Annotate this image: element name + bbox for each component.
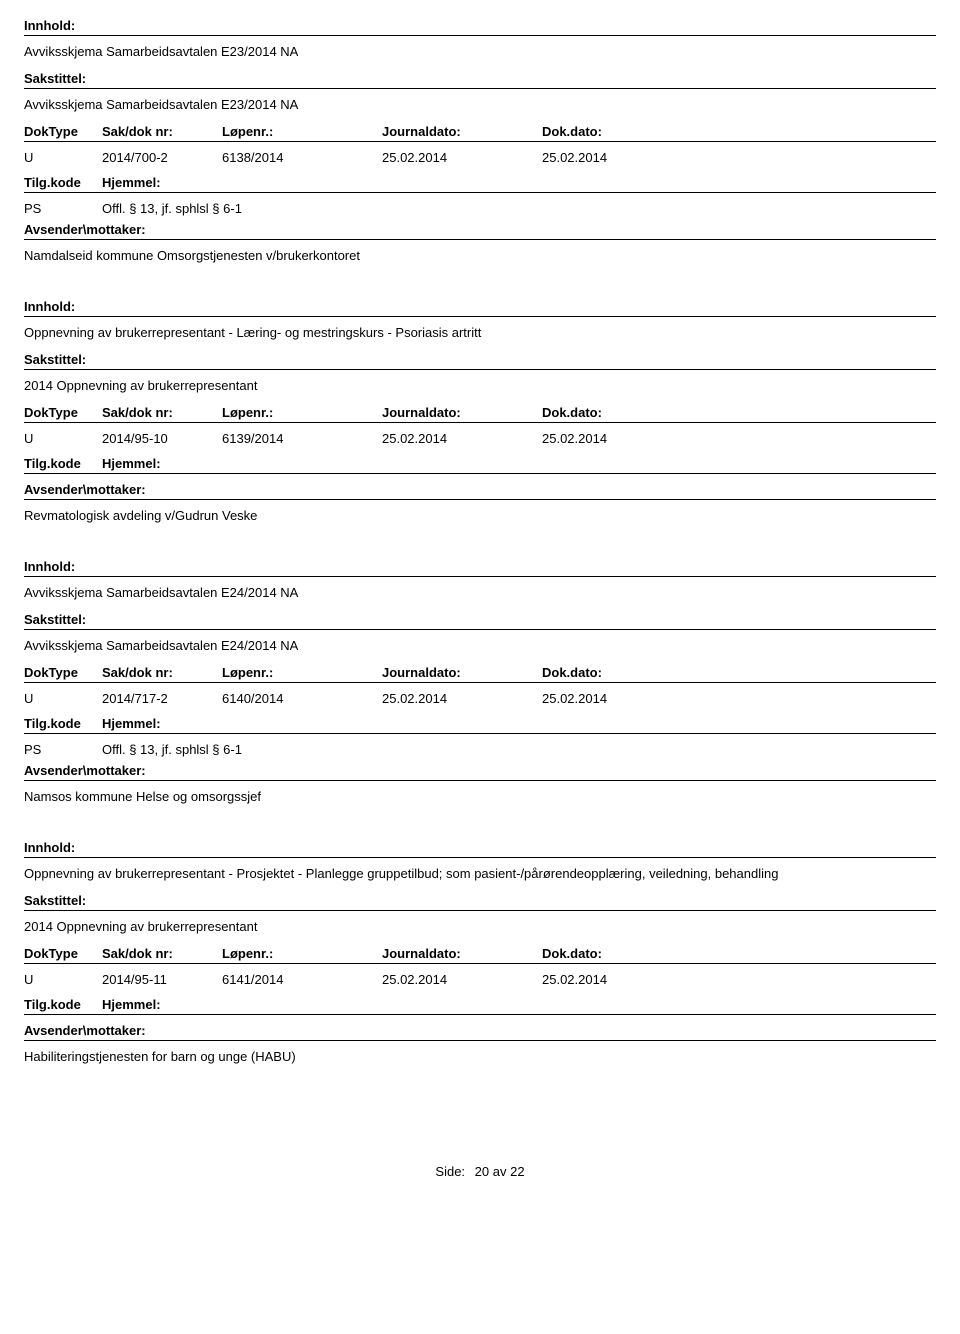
tilg-header: Tilg.kodeHjemmel: <box>24 997 936 1015</box>
avsender-label: Avsender\mottaker: <box>24 222 936 240</box>
columns-data: U2014/95-106139/201425.02.201425.02.2014 <box>24 431 936 446</box>
journal-record: Innhold: Avviksskjema Samarbeidsavtalen E… <box>24 559 936 804</box>
dokdato-value: 25.02.2014 <box>542 691 702 706</box>
innhold-value: Oppnevning av brukerrepresentant - Prosj… <box>24 866 936 883</box>
columns-header: DokTypeSak/dok nr:Løpenr.:Journaldato:Do… <box>24 405 936 423</box>
footer-side-label: Side: <box>435 1164 465 1179</box>
journal-record: Innhold: Oppnevning av brukerrepresentant… <box>24 840 936 1064</box>
hjemmel-label: Hjemmel: <box>102 716 161 731</box>
hjemmel-label: Hjemmel: <box>102 175 161 190</box>
tilg-header: Tilg.kodeHjemmel: <box>24 716 936 734</box>
innhold-label: Innhold: <box>24 299 936 317</box>
avsender-value: Revmatologisk avdeling v/Gudrun Veske <box>24 508 936 523</box>
col-lopenr-label: Løpenr.: <box>222 124 382 139</box>
dokdato-value: 25.02.2014 <box>542 431 702 446</box>
doktype-value: U <box>24 150 102 165</box>
lopenr-value: 6138/2014 <box>222 150 382 165</box>
page-footer: Side: 20 av 22 <box>24 1164 936 1179</box>
sakdok-value: 2014/700-2 <box>102 150 222 165</box>
journal-record: Innhold: Avviksskjema Samarbeidsavtalen E… <box>24 18 936 263</box>
columns-header: DokTypeSak/dok nr:Løpenr.:Journaldato:Do… <box>24 124 936 142</box>
sakdok-value: 2014/95-10 <box>102 431 222 446</box>
innhold-label: Innhold: <box>24 840 936 858</box>
col-sakdok-label: Sak/dok nr: <box>102 405 222 420</box>
footer-av: av <box>493 1164 507 1179</box>
hjemmel-text: Offl. § 13, jf. sphlsl § 6-1 <box>102 201 242 216</box>
columns-header: DokTypeSak/dok nr:Løpenr.:Journaldato:Do… <box>24 665 936 683</box>
col-dokdato-label: Dok.dato: <box>542 946 702 961</box>
sakstittel-value: 2014 Oppnevning av brukerrepresentant <box>24 378 936 395</box>
tilgkode-code: PS <box>24 201 102 216</box>
columns-header: DokTypeSak/dok nr:Løpenr.:Journaldato:Do… <box>24 946 936 964</box>
col-doktype-label: DokType <box>24 124 102 139</box>
doktype-value: U <box>24 431 102 446</box>
columns-data: U2014/95-116141/201425.02.201425.02.2014 <box>24 972 936 987</box>
sakstittel-value: 2014 Oppnevning av brukerrepresentant <box>24 919 936 936</box>
avsender-value: Habiliteringstjenesten for barn og unge … <box>24 1049 936 1064</box>
tilgkode-code: PS <box>24 742 102 757</box>
journaldato-value: 25.02.2014 <box>382 150 542 165</box>
col-sakdok-label: Sak/dok nr: <box>102 665 222 680</box>
tilgkode-row: PSOffl. § 13, jf. sphlsl § 6-1 <box>24 201 936 216</box>
sakstittel-value: Avviksskjema Samarbeidsavtalen E23/2014 … <box>24 97 936 114</box>
innhold-value: Oppnevning av brukerrepresentant - Lærin… <box>24 325 936 342</box>
sakstittel-value: Avviksskjema Samarbeidsavtalen E24/2014 … <box>24 638 936 655</box>
col-sakdok-label: Sak/dok nr: <box>102 124 222 139</box>
tilg-header: Tilg.kodeHjemmel: <box>24 175 936 193</box>
col-journaldato-label: Journaldato: <box>382 665 542 680</box>
innhold-value: Avviksskjema Samarbeidsavtalen E23/2014 … <box>24 44 936 61</box>
footer-page-total: 22 <box>510 1164 524 1179</box>
col-sakdok-label: Sak/dok nr: <box>102 946 222 961</box>
sakdok-value: 2014/717-2 <box>102 691 222 706</box>
tilgkode-row: PSOffl. § 13, jf. sphlsl § 6-1 <box>24 742 936 757</box>
tilgkode-label: Tilg.kode <box>24 456 102 471</box>
avsender-label: Avsender\mottaker: <box>24 482 936 500</box>
columns-data: U2014/700-26138/201425.02.201425.02.2014 <box>24 150 936 165</box>
col-lopenr-label: Løpenr.: <box>222 946 382 961</box>
col-doktype-label: DokType <box>24 405 102 420</box>
innhold-label: Innhold: <box>24 18 936 36</box>
doktype-value: U <box>24 691 102 706</box>
journaldato-value: 25.02.2014 <box>382 431 542 446</box>
tilgkode-label: Tilg.kode <box>24 997 102 1012</box>
avsender-label: Avsender\mottaker: <box>24 763 936 781</box>
lopenr-value: 6140/2014 <box>222 691 382 706</box>
journaldato-value: 25.02.2014 <box>382 691 542 706</box>
journaldato-value: 25.02.2014 <box>382 972 542 987</box>
tilgkode-label: Tilg.kode <box>24 175 102 190</box>
avsender-value: Namsos kommune Helse og omsorgssjef <box>24 789 936 804</box>
sakstittel-label: Sakstittel: <box>24 893 936 911</box>
col-journaldato-label: Journaldato: <box>382 124 542 139</box>
sakstittel-label: Sakstittel: <box>24 71 936 89</box>
doktype-value: U <box>24 972 102 987</box>
col-dokdato-label: Dok.dato: <box>542 124 702 139</box>
col-dokdato-label: Dok.dato: <box>542 665 702 680</box>
tilg-header: Tilg.kodeHjemmel: <box>24 456 936 474</box>
col-lopenr-label: Løpenr.: <box>222 665 382 680</box>
footer-page-current: 20 <box>475 1164 489 1179</box>
dokdato-value: 25.02.2014 <box>542 150 702 165</box>
hjemmel-label: Hjemmel: <box>102 456 161 471</box>
col-dokdato-label: Dok.dato: <box>542 405 702 420</box>
innhold-value: Avviksskjema Samarbeidsavtalen E24/2014 … <box>24 585 936 602</box>
col-journaldato-label: Journaldato: <box>382 946 542 961</box>
dokdato-value: 25.02.2014 <box>542 972 702 987</box>
journal-record: Innhold: Oppnevning av brukerrepresentant… <box>24 299 936 523</box>
lopenr-value: 6139/2014 <box>222 431 382 446</box>
col-journaldato-label: Journaldato: <box>382 405 542 420</box>
col-lopenr-label: Løpenr.: <box>222 405 382 420</box>
avsender-value: Namdalseid kommune Omsorgstjenesten v/br… <box>24 248 936 263</box>
hjemmel-label: Hjemmel: <box>102 997 161 1012</box>
col-doktype-label: DokType <box>24 946 102 961</box>
innhold-label: Innhold: <box>24 559 936 577</box>
sakstittel-label: Sakstittel: <box>24 352 936 370</box>
avsender-label: Avsender\mottaker: <box>24 1023 936 1041</box>
columns-data: U2014/717-26140/201425.02.201425.02.2014 <box>24 691 936 706</box>
lopenr-value: 6141/2014 <box>222 972 382 987</box>
hjemmel-text: Offl. § 13, jf. sphlsl § 6-1 <box>102 742 242 757</box>
col-doktype-label: DokType <box>24 665 102 680</box>
tilgkode-label: Tilg.kode <box>24 716 102 731</box>
sakdok-value: 2014/95-11 <box>102 972 222 987</box>
sakstittel-label: Sakstittel: <box>24 612 936 630</box>
